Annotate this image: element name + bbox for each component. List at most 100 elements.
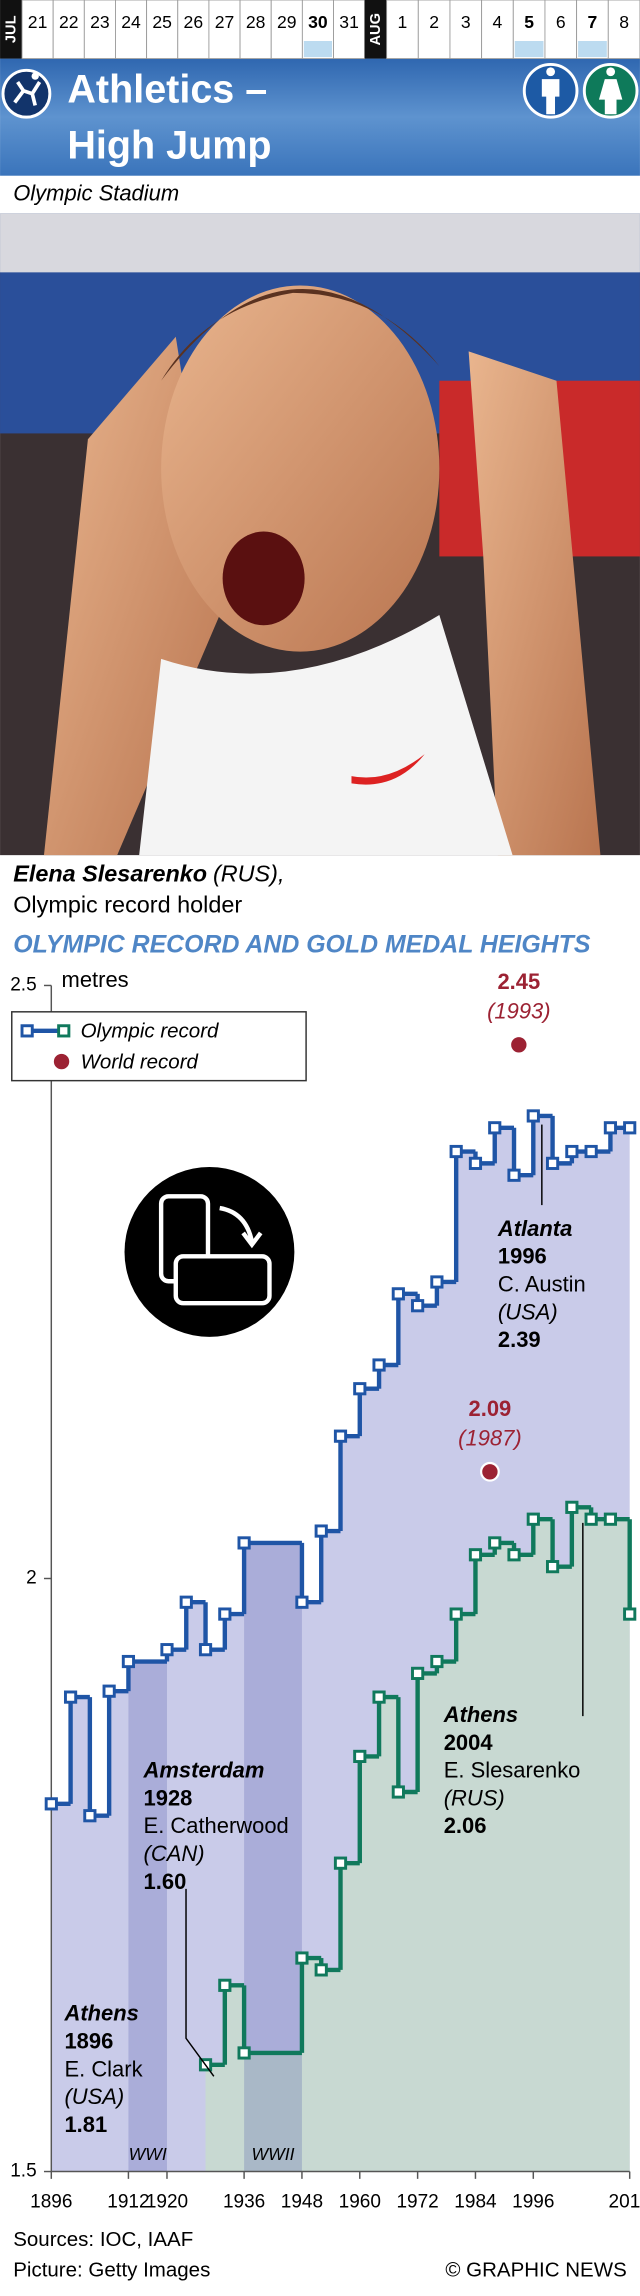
photo-logo: [351, 754, 425, 785]
legend-marker: [57, 1024, 71, 1038]
annotation-name: E. Clark: [64, 2056, 143, 2081]
legend-label: World record: [81, 1050, 199, 1073]
day-cell: [386, 0, 419, 60]
point-marker: [372, 1690, 386, 1704]
month-tab: [364, 0, 387, 59]
point-marker: [468, 1548, 483, 1562]
point-marker: [584, 1512, 598, 1526]
annotation-country: (RUS): [444, 1785, 505, 1810]
point-marker: [333, 1856, 348, 1870]
point-marker: [468, 1156, 483, 1170]
x-tick-label: 1920: [146, 2191, 188, 2212]
sport-icon-head: [31, 72, 39, 80]
day-label: 31: [339, 12, 359, 32]
photo-mouth: [222, 531, 305, 626]
point-marker: [545, 1156, 560, 1170]
point-marker: [507, 1548, 521, 1562]
day-label: 8: [619, 12, 629, 32]
world-record-marker: [480, 1461, 500, 1482]
annotation-year: 1996: [498, 1244, 547, 1269]
photo: [0, 213, 640, 856]
point-marker: [430, 1654, 444, 1669]
point-marker: [102, 1684, 116, 1698]
event-marker: [578, 41, 607, 58]
annotation-city: Athens: [63, 2001, 138, 2026]
day-label: 23: [90, 12, 110, 32]
point-marker: [353, 1749, 367, 1763]
event-marker: [303, 41, 333, 58]
venue: Olympic Stadium: [13, 181, 179, 206]
point-marker: [237, 1536, 251, 1550]
day-label: 1: [398, 12, 408, 32]
month-label: AUG: [368, 13, 384, 45]
point-marker: [218, 1978, 232, 1992]
legend-marker: [51, 1051, 72, 1072]
caption: Elena Slesarenko (RUS),: [13, 861, 284, 887]
point-marker: [160, 1643, 174, 1657]
point-marker: [526, 1512, 540, 1526]
day-label: 5: [524, 12, 534, 32]
day-label: 4: [493, 12, 503, 32]
caption-country: (RUS),: [213, 861, 285, 887]
point-marker: [295, 1951, 309, 1965]
war-band: [244, 1542, 302, 2172]
photo-shirt: [139, 615, 513, 856]
day-label: 6: [556, 12, 566, 32]
legend-marker: [20, 1024, 34, 1038]
point-marker: [507, 1168, 521, 1182]
month-label: JUL: [4, 15, 20, 43]
day-cell: [544, 0, 578, 60]
annotation-year: 1928: [144, 1785, 193, 1810]
day-cell: [52, 0, 85, 60]
leader-line: [185, 1888, 215, 2077]
world-record-value: 2.09: [469, 1396, 512, 1421]
x-tick-label: 1996: [512, 2191, 554, 2212]
day-label: 7: [588, 12, 598, 32]
women-icon-figure: [598, 79, 623, 115]
annotation-year: 1896: [64, 2028, 113, 2053]
day-label: 2: [429, 12, 439, 32]
point-marker: [603, 1512, 618, 1526]
annotation-country: (CAN): [144, 1841, 205, 1866]
point-marker: [314, 1963, 328, 1977]
rotate-icon-arrow: [219, 1205, 263, 1249]
day-cell: [417, 0, 451, 60]
day-label: 21: [28, 12, 48, 32]
x-tick-label: 2016: [609, 2191, 640, 2212]
x-tick-label: 1936: [223, 2191, 265, 2212]
month-tab: [0, 0, 23, 59]
day-cell: [115, 0, 148, 60]
caption-name: Elena Slesarenko: [13, 861, 207, 887]
area: [205, 1507, 630, 2172]
day-label: 29: [277, 12, 297, 32]
point-marker: [411, 1666, 425, 1680]
y-tick-label: 1.5: [10, 2161, 36, 2182]
point-marker: [488, 1121, 502, 1135]
photo-flag: [0, 213, 640, 273]
day-cell: [607, 0, 640, 60]
war-label: WWI: [129, 2144, 167, 2164]
annotation-city: Atlanta: [497, 1216, 572, 1241]
annotation-name: E. Slesarenko: [444, 1758, 581, 1783]
point-marker: [488, 1536, 502, 1550]
event-marker: [514, 41, 544, 58]
point-marker: [179, 1595, 193, 1609]
x-tick-label: 1948: [281, 2191, 323, 2212]
point-marker: [83, 1809, 97, 1823]
world-record-year: (1993): [487, 998, 550, 1023]
point-marker: [63, 1690, 78, 1704]
point-marker: [430, 1275, 444, 1289]
credit: © GRAPHIC NEWS: [445, 2259, 626, 2282]
day-cell: [270, 0, 303, 60]
y-tick-label: 2.5: [10, 974, 36, 995]
photo-arm: [468, 351, 601, 856]
men-icon-head: [546, 67, 556, 77]
y-tick-label: 2: [26, 1568, 37, 1589]
point-marker: [314, 1524, 328, 1538]
day-label: 24: [121, 12, 141, 32]
chart-title: OLYMPIC RECORD AND GOLD MEDAL HEIGHTS: [13, 931, 591, 959]
rotate-icon-phone: [173, 1254, 272, 1306]
